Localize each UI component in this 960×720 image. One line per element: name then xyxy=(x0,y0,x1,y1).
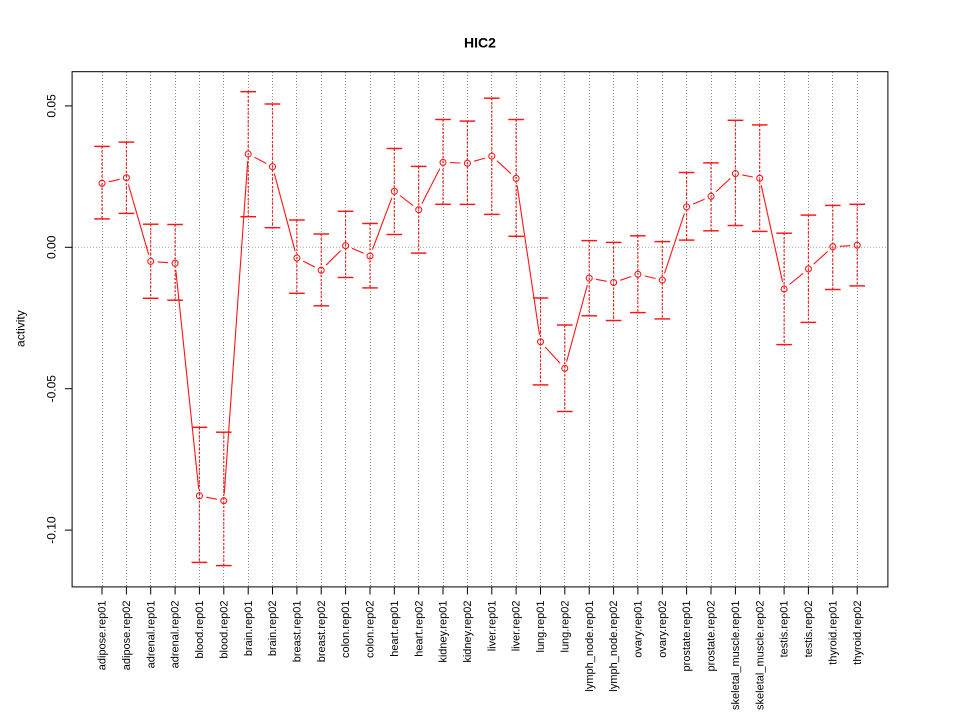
svg-text:testis.rep02: testis.rep02 xyxy=(803,601,815,658)
svg-text:skeletal_muscle.rep02: skeletal_muscle.rep02 xyxy=(754,601,766,710)
svg-text:liver.rep02: liver.rep02 xyxy=(511,601,523,652)
svg-text:lymph_node.rep02: lymph_node.rep02 xyxy=(608,601,620,692)
svg-text:heart.rep01: heart.rep01 xyxy=(389,601,401,657)
svg-text:-0.10: -0.10 xyxy=(44,516,58,544)
svg-text:HIC2: HIC2 xyxy=(464,35,496,51)
svg-text:liver.rep01: liver.rep01 xyxy=(486,601,498,652)
svg-text:blood.rep02: blood.rep02 xyxy=(218,601,230,659)
svg-text:0.00: 0.00 xyxy=(44,235,58,259)
svg-text:ovary.rep01: ovary.rep01 xyxy=(633,601,645,658)
svg-text:blood.rep01: blood.rep01 xyxy=(194,601,206,659)
svg-text:breast.rep01: breast.rep01 xyxy=(292,601,304,663)
svg-text:thyroid.rep01: thyroid.rep01 xyxy=(827,601,839,665)
svg-text:skeletal_muscle.rep01: skeletal_muscle.rep01 xyxy=(730,601,742,710)
svg-text:brain.rep01: brain.rep01 xyxy=(243,601,255,657)
svg-text:adipose.rep01: adipose.rep01 xyxy=(97,601,109,671)
svg-text:lymph_node.rep01: lymph_node.rep01 xyxy=(584,601,596,692)
svg-text:lung.rep01: lung.rep01 xyxy=(535,601,547,653)
svg-text:activity: activity xyxy=(14,310,28,347)
svg-text:brain.rep02: brain.rep02 xyxy=(267,601,279,657)
svg-text:prostate.rep02: prostate.rep02 xyxy=(706,601,718,672)
svg-text:-0.05: -0.05 xyxy=(44,375,58,403)
svg-text:prostate.rep01: prostate.rep01 xyxy=(681,601,693,672)
svg-text:0.05: 0.05 xyxy=(44,94,58,118)
svg-text:adrenal.rep02: adrenal.rep02 xyxy=(170,601,182,669)
svg-text:adipose.rep02: adipose.rep02 xyxy=(121,601,133,671)
svg-text:ovary.rep02: ovary.rep02 xyxy=(657,601,669,658)
svg-text:heart.rep02: heart.rep02 xyxy=(413,601,425,657)
svg-text:thyroid.rep02: thyroid.rep02 xyxy=(852,601,864,665)
svg-text:kidney.rep01: kidney.rep01 xyxy=(438,601,450,663)
svg-text:testis.rep01: testis.rep01 xyxy=(779,601,791,658)
svg-text:colon.rep02: colon.rep02 xyxy=(365,601,377,659)
svg-text:adrenal.rep01: adrenal.rep01 xyxy=(145,601,157,669)
svg-text:breast.rep02: breast.rep02 xyxy=(316,601,328,663)
svg-text:kidney.rep02: kidney.rep02 xyxy=(462,601,474,663)
svg-text:colon.rep01: colon.rep01 xyxy=(340,601,352,659)
svg-text:lung.rep02: lung.rep02 xyxy=(559,601,571,653)
